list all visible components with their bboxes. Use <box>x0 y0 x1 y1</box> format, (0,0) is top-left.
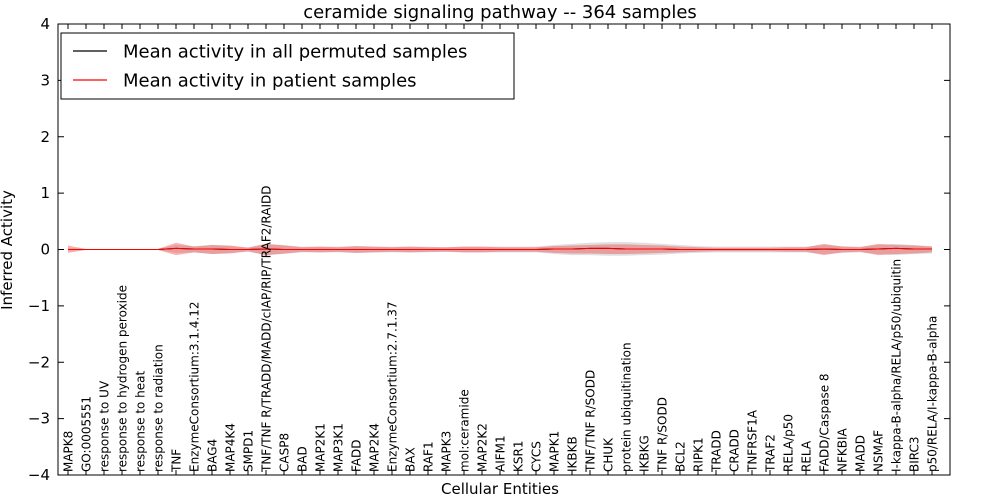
x-tick-label: TNFRSF1A <box>746 409 760 473</box>
y-tick-label: −2 <box>28 353 50 371</box>
y-tick-label: −3 <box>28 410 50 428</box>
series-line-patient <box>68 247 932 250</box>
x-tick-label: protein ubiquitination <box>620 342 634 472</box>
x-tick-label: BIRC3 <box>908 436 922 472</box>
x-tick-label: RIPK1 <box>692 437 706 472</box>
x-tick-label: NSMAF <box>872 430 886 472</box>
x-tick-label: TNF R/SODD <box>656 397 670 473</box>
chart-title: ceramide signaling pathway -- 364 sample… <box>303 2 697 23</box>
x-tick-label: MAPK8 <box>62 431 76 472</box>
x-tick-label: CASP8 <box>278 433 292 472</box>
legend-label-patient: Mean activity in patient samples <box>123 71 417 92</box>
x-axis: MAPK8 GO:0005551 response to UV response to… <box>62 24 940 475</box>
legend-box <box>60 32 515 100</box>
x-tick-label: IKBKB <box>566 436 580 472</box>
x-tick-label: TNF <box>170 449 184 473</box>
x-tick-label: NFKBIA <box>836 427 850 472</box>
x-tick-label: RELA <box>800 440 814 472</box>
x-tick-label: BAX <box>404 447 418 472</box>
y-tick-label: 2 <box>40 128 50 146</box>
x-tick-label: I-kappa-B-alpha/RELA/p50/ubiquitin <box>890 259 904 472</box>
x-tick-label: p50/RELA/I-kappa-B-alpha <box>926 316 940 472</box>
confidence-bands <box>68 242 932 256</box>
x-tick-label: MAP4K4 <box>224 423 238 472</box>
legend-label-permuted: Mean activity in all permuted samples <box>123 42 467 63</box>
x-tick-label: mol:ceramide <box>458 389 472 472</box>
x-tick-label: BAD <box>296 446 310 472</box>
x-tick-label: CRADD <box>728 429 742 472</box>
y-tick-label: −4 <box>28 466 50 484</box>
x-tick-label: MAP2K2 <box>476 423 490 472</box>
x-tick-label: MAPK3 <box>440 431 454 472</box>
x-tick-label: RELA/p50 <box>782 414 796 472</box>
x-tick-label: AIFM1 <box>494 435 508 472</box>
band-permuted <box>68 242 932 256</box>
x-tick-label: MAP2K1 <box>314 423 328 472</box>
y-tick-label: 4 <box>40 15 50 33</box>
x-tick-label: IKBKG <box>638 435 652 472</box>
x-axis-label: Cellular Entities <box>441 480 559 498</box>
x-tick-label: MADD <box>854 435 868 472</box>
x-tick-label: EnzymeConsortium:3.1.4.12 <box>188 301 202 472</box>
x-tick-label: response to UV <box>98 380 112 472</box>
x-tick-label: CHUK <box>602 437 616 472</box>
y-tick-label: 1 <box>40 184 50 202</box>
x-tick-label: FADD <box>350 440 364 473</box>
x-tick-label: TNF/TNF R/SODD <box>584 370 598 473</box>
y-axis-label: Inferred Activity <box>0 190 16 310</box>
band-patient <box>68 242 932 256</box>
x-tick-label: RAF1 <box>422 441 436 472</box>
x-tick-label: SMPD1 <box>242 430 256 472</box>
y-tick-label: 0 <box>40 241 50 259</box>
y-tick-label: −1 <box>28 297 50 315</box>
x-tick-label: FADD/Caspase 8 <box>818 373 832 472</box>
x-tick-label: EnzymeConsortium:2.7.1.37 <box>386 301 400 472</box>
x-tick-label: BAG4 <box>206 439 220 472</box>
x-tick-label: MAP3K1 <box>332 423 346 472</box>
x-tick-label: KSR1 <box>512 441 526 472</box>
x-tick-label: BCL2 <box>674 441 688 472</box>
x-tick-label: MAP2K4 <box>368 423 382 472</box>
x-tick-label: TRADD <box>710 430 724 473</box>
x-tick-label: CYCS <box>530 441 544 472</box>
legend: Mean activity in all permuted samples Me… <box>60 32 515 100</box>
y-tick-label: 3 <box>40 71 50 89</box>
series-lines <box>68 247 932 250</box>
x-tick-label: TNF/TNF R/TRADD/MADD/cIAP/RIP/TRAF2/RAID… <box>260 186 274 474</box>
x-tick-label: MAPK1 <box>548 431 562 472</box>
x-tick-label: GO:0005551 <box>80 396 94 472</box>
x-tick-label: response to hydrogen peroxide <box>116 285 130 472</box>
x-tick-label: response to heat <box>134 370 148 472</box>
x-tick-label: response to radiation <box>152 344 166 472</box>
y-axis: −4 −3 −2 −1 0 1 2 3 4 <box>28 15 950 484</box>
x-tick-label: TRAF2 <box>764 434 778 473</box>
